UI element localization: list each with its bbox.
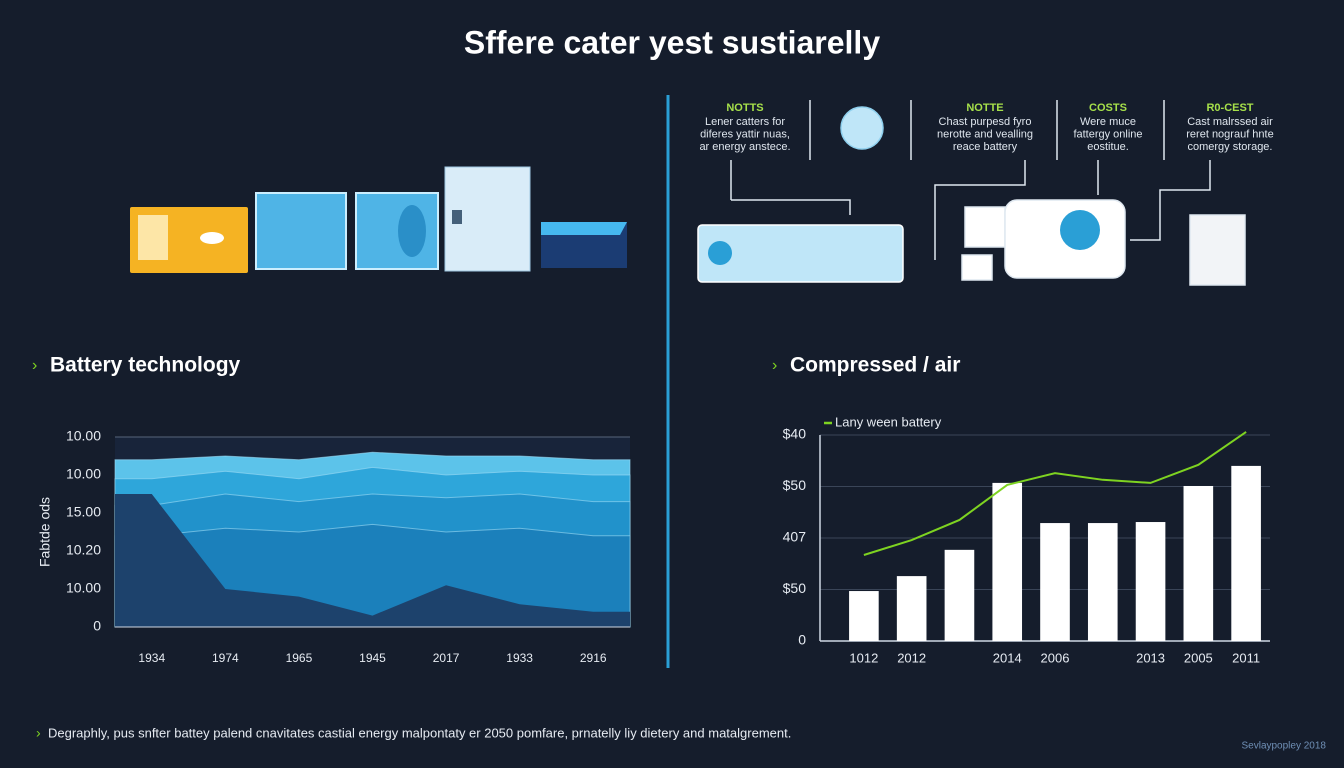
bar [1040, 523, 1070, 641]
bar [1231, 465, 1261, 641]
section-marker: › [32, 357, 37, 374]
y-tick-label: $50 [783, 477, 807, 493]
note-line: Lener catters for [705, 116, 785, 128]
note-line: comergy storage. [1188, 141, 1273, 153]
section-heading: Compressed / air [790, 354, 960, 377]
note-line: Cast malrssed air [1187, 116, 1273, 128]
battery-illustrations [130, 166, 627, 273]
y-tick-label: $40 [783, 426, 807, 442]
bar [1135, 522, 1166, 641]
y-tick-label: 0 [798, 632, 806, 648]
x-tick-label: 1933 [506, 651, 533, 665]
x-tick-label: 2006 [1041, 650, 1070, 665]
y-tick-label: 10.00 [66, 466, 101, 482]
y-tick-label: 10.00 [66, 580, 101, 596]
area [115, 494, 630, 627]
note-line: eostitue. [1087, 141, 1129, 153]
y-tick-label: $50 [783, 580, 807, 596]
y-tick-label: 10.00 [66, 428, 101, 444]
x-tick-label: 2014 [993, 650, 1022, 665]
bar [1183, 485, 1214, 641]
note-line: reace battery [953, 141, 1018, 153]
y-tick-label: 10.20 [66, 542, 101, 558]
note-title: COSTS [1089, 102, 1127, 114]
y-tick-label: 15.00 [66, 504, 101, 520]
note-line: Chast purpesd fyro [939, 116, 1032, 128]
section-heading: Battery technology [50, 354, 241, 377]
y-tick-label: 407 [783, 529, 807, 545]
air-illustrations [697, 100, 1246, 286]
legend-label: Lany ween battery [835, 414, 942, 429]
note-line: fattergy online [1073, 128, 1142, 140]
x-tick-label: 1012 [849, 650, 878, 665]
x-tick-label: 2013 [1136, 650, 1165, 665]
x-tick-label: 2017 [433, 651, 460, 665]
footer-credit: Sevlaypopley 2018 [1241, 741, 1326, 752]
x-tick-label: 2011 [1232, 650, 1260, 665]
x-tick-label: 1974 [212, 651, 239, 665]
bar [896, 576, 927, 641]
note-line: diferes yattir nuas, [700, 128, 790, 140]
footer-marker: › [36, 725, 41, 741]
bar [992, 482, 1023, 641]
y-tick-label: 0 [93, 618, 101, 634]
x-tick-label: 2005 [1184, 650, 1213, 665]
note-title: NOTTS [726, 102, 763, 114]
bar [1087, 523, 1118, 641]
bar [944, 549, 975, 641]
y-axis-label: Fabtde ods [37, 497, 53, 567]
footer-text: Degraphly, pus snfter battey palend cnav… [48, 725, 791, 740]
note-line: ar energy anstece. [699, 141, 790, 153]
x-tick-label: 2916 [580, 651, 607, 665]
title: Sffere cater yest sustiarelly [464, 24, 880, 60]
note-line: reret nograuf hnte [1186, 128, 1273, 140]
line [863, 431, 1247, 556]
note-title: NOTTE [966, 102, 1003, 114]
note-line: nerotte and vealling [937, 128, 1033, 140]
note-line: Were muce [1080, 116, 1136, 128]
x-tick-label: 2012 [897, 650, 926, 665]
bar [849, 591, 879, 641]
x-tick-label: 1945 [359, 651, 386, 665]
section-marker: › [772, 357, 777, 374]
x-tick-label: 1965 [286, 651, 313, 665]
note-title: R0-CEST [1206, 102, 1253, 114]
x-tick-label: 1934 [138, 651, 165, 665]
